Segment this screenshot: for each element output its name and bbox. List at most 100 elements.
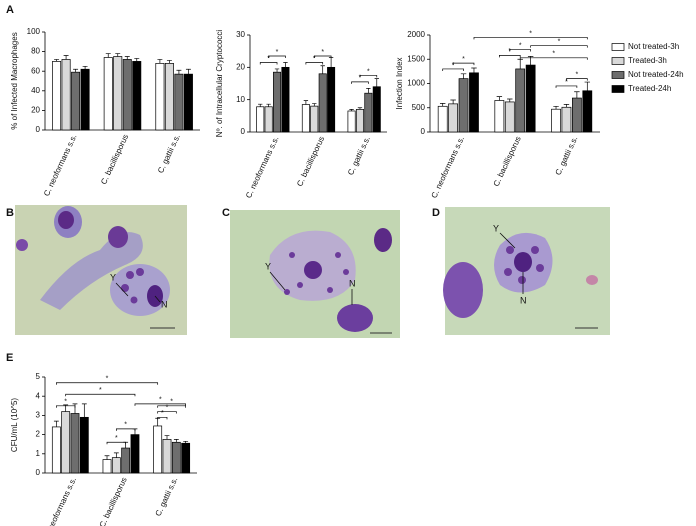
y-tick-label: 5 — [36, 372, 41, 381]
x-tick-label: C. bacillisporus — [295, 135, 326, 188]
bar — [121, 447, 131, 474]
bar — [582, 90, 593, 133]
panel-label: D — [432, 207, 440, 219]
y-tick-label: 0 — [36, 125, 41, 134]
error-bar — [584, 81, 591, 91]
x-tick-label: C. neoformans s.s. — [430, 135, 467, 200]
significance-bracket — [134, 403, 187, 406]
significance-label: * — [106, 376, 109, 383]
error-bar — [460, 73, 467, 79]
y-tick-label: 1500 — [407, 54, 425, 63]
y-tick-label: 60 — [31, 66, 40, 75]
y-tick-label: 500 — [412, 103, 426, 112]
legend-label: Treated-24h — [628, 84, 671, 93]
bar — [571, 97, 582, 133]
significance-bracket — [157, 416, 168, 420]
bar — [504, 101, 515, 133]
y-tick-label: 2 — [36, 430, 41, 439]
y-tick-label: 80 — [31, 47, 40, 56]
bar — [281, 66, 290, 133]
annotation: N — [349, 278, 356, 288]
error-bar — [134, 58, 140, 62]
error-bar — [553, 105, 559, 110]
y-tick-label: 10 — [236, 95, 245, 104]
significance-bracket — [452, 62, 475, 66]
bar — [122, 59, 132, 131]
significance-label: * — [161, 410, 164, 417]
significance-bracket — [519, 57, 588, 60]
significance-label: * — [576, 71, 579, 78]
error-bar — [166, 60, 172, 64]
bar — [130, 434, 140, 474]
error-bar — [507, 98, 513, 102]
y-tick-label: 4 — [36, 391, 41, 400]
panel-label: E — [6, 352, 13, 364]
significance-label: * — [124, 422, 127, 429]
significance-bracket — [106, 441, 127, 445]
y-axis-label: CFU/mL (10^5) — [10, 398, 19, 452]
significance-label: * — [519, 42, 522, 49]
annotation: Y — [493, 223, 499, 233]
error-bar — [155, 417, 161, 426]
significance-bracket — [359, 75, 378, 78]
significance-label: * — [170, 399, 173, 406]
significance-bracket — [305, 62, 324, 65]
significance-label: * — [115, 435, 118, 442]
error-bar — [266, 103, 271, 107]
error-bar — [283, 62, 288, 68]
bar — [273, 71, 282, 133]
error-bar — [366, 88, 371, 94]
bar — [515, 68, 526, 133]
x-tick-label: C. bacillisporus — [492, 135, 523, 188]
bar — [61, 411, 71, 474]
bar — [318, 73, 327, 133]
significance-label: * — [452, 62, 455, 69]
significance-label: * — [359, 75, 362, 82]
error-bar — [115, 53, 121, 57]
significance-bracket — [530, 45, 588, 48]
y-tick-label: 2000 — [407, 30, 425, 39]
x-tick-label: C. bacillisporus — [98, 476, 129, 526]
significance-bracket — [115, 428, 136, 431]
bar — [525, 64, 536, 133]
micrograph: Y N — [230, 210, 400, 338]
significance-label: * — [99, 387, 102, 394]
bar — [310, 105, 319, 133]
bar — [52, 61, 62, 131]
significance-label: * — [313, 55, 316, 62]
significance-bracket — [473, 37, 588, 40]
bar — [155, 63, 165, 131]
y-tick-label: 3 — [36, 411, 41, 420]
error-bar — [258, 103, 263, 107]
significance-label: * — [508, 48, 511, 55]
x-tick-label: C. neoformans s.s. — [42, 133, 79, 198]
significance-label: * — [558, 39, 561, 46]
legend-label: Treated-3h — [628, 56, 667, 65]
bar — [494, 100, 505, 133]
error-bar — [63, 55, 69, 60]
bar — [111, 457, 121, 474]
bar — [51, 426, 61, 474]
error-bar — [53, 420, 59, 427]
significance-bracket — [157, 411, 177, 414]
error-bar — [113, 452, 119, 458]
error-bar — [357, 107, 363, 110]
bar — [153, 425, 163, 474]
bar — [171, 441, 181, 474]
micrograph: Y N — [15, 205, 187, 335]
x-tick-label: C. gattii s.s. — [154, 476, 180, 518]
significance-label: * — [166, 404, 169, 411]
significance-label: * — [462, 56, 465, 63]
significance-label: * — [64, 399, 67, 406]
bar — [113, 56, 123, 131]
bar — [103, 57, 113, 131]
significance-label: * — [367, 68, 370, 75]
legend-label: Not treated-24h — [628, 70, 684, 79]
x-tick-label: C. neoformans s.s. — [42, 476, 79, 526]
y-tick-label: 0 — [241, 127, 246, 136]
significance-bracket — [351, 81, 369, 84]
bar — [372, 86, 381, 133]
error-bar — [173, 439, 179, 443]
legend-swatch — [611, 43, 625, 51]
